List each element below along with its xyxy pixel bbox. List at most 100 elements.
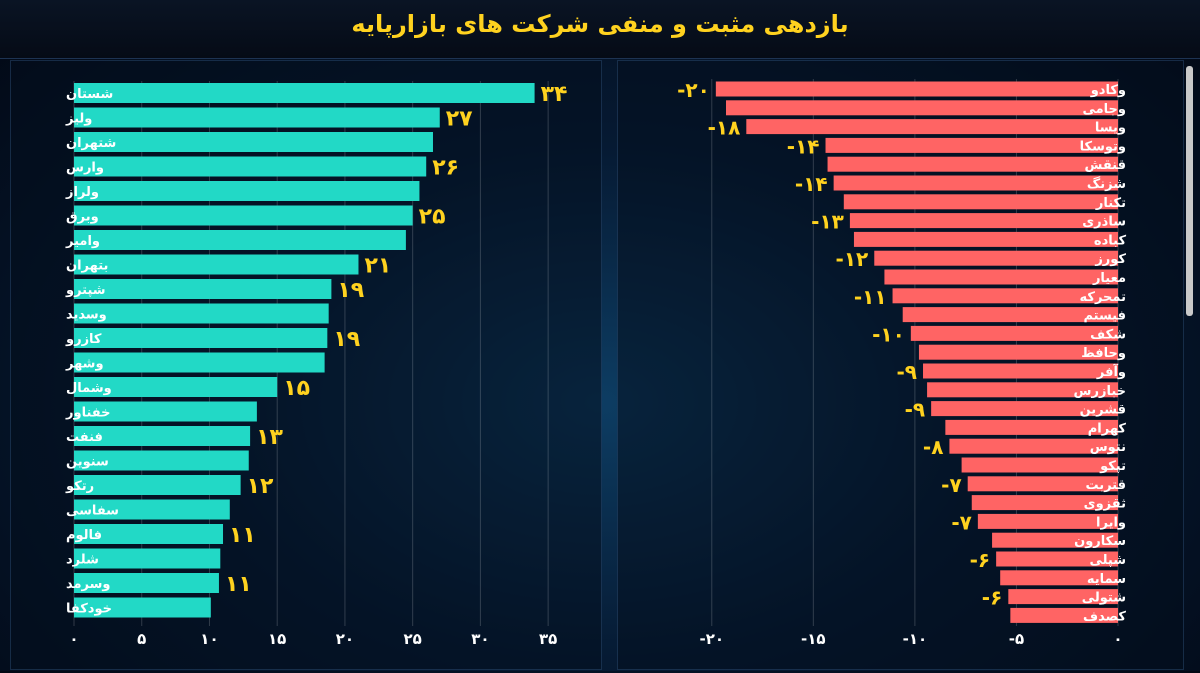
bar xyxy=(74,499,230,520)
x-tick-label: ۵ xyxy=(137,630,146,648)
bar xyxy=(74,548,221,569)
data-label: ۱۱ xyxy=(225,572,252,597)
bar xyxy=(74,524,224,544)
data-label: -۱۴ xyxy=(795,172,828,196)
bar xyxy=(884,269,1118,285)
bar xyxy=(74,573,219,593)
positive-returns-panel: ۰ ۵ ۱۰ ۱۵ ۲۰ ۲۵ ۳۰ ۳۵ شستان ۳۴ ولیز ۲۷ شتهران وارس ۲۶ و… xyxy=(10,60,602,670)
bar xyxy=(74,181,420,201)
bar xyxy=(853,231,1118,247)
bar xyxy=(918,344,1118,360)
bar xyxy=(74,450,249,471)
category-label: شزنگ xyxy=(1087,176,1126,192)
data-label: ۱۱ xyxy=(229,523,256,548)
bar xyxy=(971,495,1118,511)
category-label: وارس xyxy=(66,161,104,176)
category-label: کصدف xyxy=(1083,609,1126,624)
category-label: تکنار xyxy=(1095,196,1126,211)
data-label: ۱۹ xyxy=(337,278,364,303)
data-label: -۱۲ xyxy=(836,247,869,271)
data-label: -۹ xyxy=(896,360,917,384)
x-tick-label: ۱۰ xyxy=(200,630,218,648)
bar xyxy=(892,288,1118,304)
bar xyxy=(902,307,1118,323)
x-tick-label: ۰ xyxy=(1113,630,1122,648)
bar xyxy=(833,175,1118,191)
category-label: تپکو xyxy=(1099,459,1126,474)
scrollbar[interactable] xyxy=(1186,66,1193,316)
category-label: شکف xyxy=(1090,327,1126,342)
data-label: ۳۴ xyxy=(541,82,568,107)
data-label: ۲۷ xyxy=(446,107,473,132)
x-tick-label: ۰ xyxy=(69,630,78,648)
category-label: خبازرس xyxy=(1074,384,1126,399)
bar xyxy=(996,551,1118,567)
bar xyxy=(961,457,1118,473)
category-label: تمحرکه xyxy=(1080,290,1127,305)
category-label: وبرق xyxy=(66,210,99,225)
bar xyxy=(874,250,1118,266)
category-label: وشهر xyxy=(65,357,104,372)
category-label: سفاسی xyxy=(66,504,119,519)
negative-returns-panel: -۲۰ -۱۵ -۱۰ -۵ ۰ وکادو -۲۰ وجامی ویسا -۱۸ وتوسکا -۱… xyxy=(617,60,1184,670)
chart-title: بازدهی مثبت و منفی شرکت های بازارپایه xyxy=(351,10,849,38)
bar xyxy=(74,352,325,373)
x-tick-label: ۲۵ xyxy=(404,630,422,648)
data-label: -۶ xyxy=(982,586,1003,610)
category-label: فنفت xyxy=(66,430,103,445)
category-label: خفناور xyxy=(65,406,110,421)
category-label: خودکفا xyxy=(66,602,112,617)
bar xyxy=(923,363,1118,379)
data-label: -۹ xyxy=(905,398,926,422)
bar xyxy=(746,119,1118,135)
category-label: کهرام xyxy=(1088,421,1127,436)
category-label: ساذری xyxy=(1082,215,1126,230)
category-label: ولیز xyxy=(65,112,92,127)
category-label: شستان xyxy=(66,87,113,102)
category-label: قتربت xyxy=(1085,478,1126,493)
bar xyxy=(74,377,278,397)
bar xyxy=(74,401,257,422)
x-tick-label: ۳۵ xyxy=(539,630,557,648)
negative-returns-chart: -۲۰ -۱۵ -۱۰ -۵ ۰ وکادو -۲۰ وجامی ویسا -۱۸ وتوسکا -۱… xyxy=(677,78,1127,648)
category-label: وشمال xyxy=(66,381,112,396)
category-label: وآفر xyxy=(1096,363,1126,380)
category-label: کورز xyxy=(1094,252,1126,267)
bar xyxy=(74,107,440,128)
category-label: سمایه xyxy=(1087,572,1126,587)
bar xyxy=(1010,607,1118,623)
bar xyxy=(74,279,332,299)
category-label: کازرو xyxy=(65,332,102,347)
data-label: ۲۶ xyxy=(432,156,459,181)
category-label: وحافظ xyxy=(1081,346,1126,361)
x-tick-label: -۲۰ xyxy=(700,630,725,648)
bar xyxy=(843,194,1118,210)
bar xyxy=(74,597,211,618)
data-label: -۲۰ xyxy=(677,78,710,102)
category-label: وسرمد xyxy=(66,577,111,592)
category-label: قنقش xyxy=(1084,158,1126,173)
category-label: شلرد xyxy=(66,553,99,568)
category-label: فالوم xyxy=(66,528,102,543)
bar xyxy=(715,81,1118,97)
data-label: -۷ xyxy=(941,473,962,497)
category-label: معیار xyxy=(1092,271,1126,286)
data-label: ۲۵ xyxy=(419,205,446,230)
bar xyxy=(967,476,1118,492)
x-tick-label: -۱۰ xyxy=(903,630,928,648)
category-label: سنوین xyxy=(66,455,109,470)
x-tick-label: ۲۰ xyxy=(336,630,354,648)
data-label: -۸ xyxy=(923,435,944,459)
data-label: ۱۳ xyxy=(256,425,283,450)
bar xyxy=(1000,570,1118,586)
bar xyxy=(949,438,1118,454)
category-label: ثقزوی xyxy=(1084,497,1126,512)
category-label: رتکو xyxy=(65,479,94,494)
category-label: شپترو xyxy=(65,283,106,298)
bar xyxy=(74,230,406,250)
positive-returns-chart: ۰ ۵ ۱۰ ۱۵ ۲۰ ۲۵ ۳۰ ۳۵ شستان ۳۴ ولیز ۲۷ شتهران وارس ۲۶ و… xyxy=(65,81,568,648)
x-tick-label: ۱۵ xyxy=(268,630,286,648)
category-label: شپلی xyxy=(1089,553,1126,568)
bar xyxy=(74,328,328,348)
data-label: ۱۵ xyxy=(283,376,310,401)
